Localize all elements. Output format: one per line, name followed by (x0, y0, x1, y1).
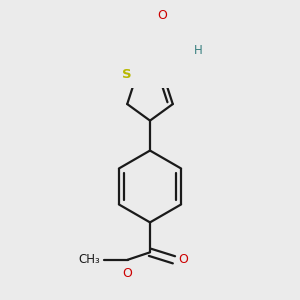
Text: O: O (178, 253, 188, 266)
Text: O: O (157, 10, 167, 22)
Text: H: H (194, 44, 203, 57)
Text: CH₃: CH₃ (78, 253, 100, 266)
Text: O: O (123, 267, 133, 280)
Text: S: S (122, 68, 132, 81)
